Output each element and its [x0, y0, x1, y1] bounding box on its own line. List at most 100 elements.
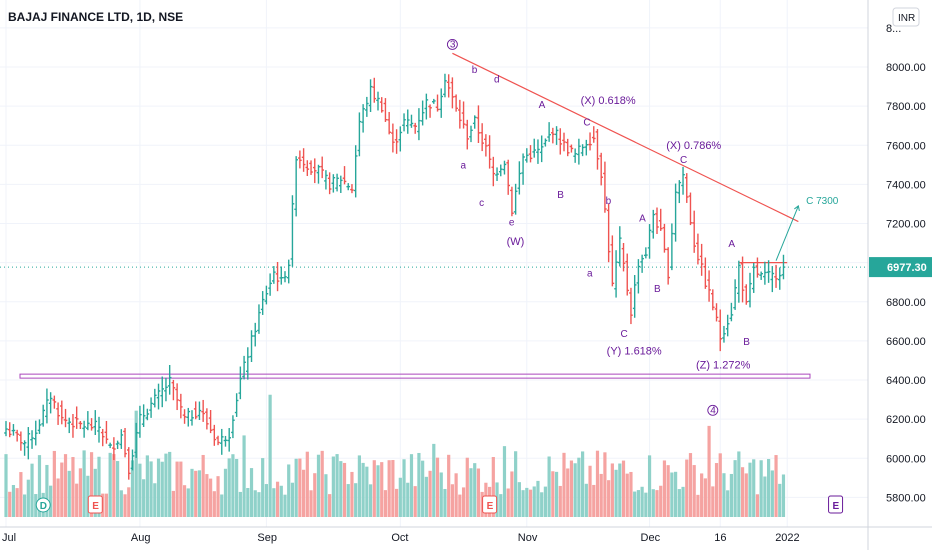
volume-bar — [406, 482, 410, 517]
volume-bar — [164, 453, 168, 517]
volume-bar — [532, 486, 536, 517]
volume-bar — [781, 474, 786, 517]
volume-bar — [469, 468, 473, 517]
volume-bar — [759, 460, 763, 517]
volume-bar — [618, 463, 622, 517]
volume-bar — [350, 471, 354, 517]
target-arrow-head — [794, 205, 800, 212]
volume-bar — [439, 472, 443, 517]
y-tick-label: 7800.00 — [886, 101, 926, 113]
volume-bar — [257, 492, 261, 517]
volume-bar — [383, 490, 388, 517]
volume-bar — [324, 474, 328, 517]
volume-bar — [614, 469, 618, 517]
volume-bar — [517, 482, 521, 517]
volume-bar — [153, 483, 157, 517]
volume-bar — [659, 485, 663, 517]
trend-lines — [452, 52, 800, 261]
wave-label: C — [680, 155, 687, 166]
volume-bar — [744, 473, 748, 517]
volume-bar — [138, 463, 142, 517]
volume-bar — [223, 468, 228, 517]
volume-bar — [15, 488, 19, 517]
volume-bar — [365, 466, 369, 517]
volume-bar — [737, 451, 741, 517]
volume-bar — [339, 461, 343, 517]
volume-bar — [357, 455, 361, 517]
volume-bar — [450, 484, 454, 517]
volume-bar — [209, 478, 213, 517]
y-tick-label: 7400.00 — [886, 179, 926, 191]
volume-bar — [592, 484, 596, 517]
wave-label: C — [583, 118, 590, 129]
volume-bar — [398, 477, 402, 517]
volume-bar — [677, 489, 681, 517]
volume-bar — [651, 489, 655, 517]
volume-bar — [272, 488, 276, 517]
last-price-text: 6977.30 — [887, 262, 927, 274]
volume-bar — [510, 471, 514, 517]
last-price-tag — [869, 257, 932, 278]
volume-bar — [182, 485, 187, 517]
volume-bar — [335, 454, 339, 517]
ohlc-bars — [4, 73, 786, 480]
volume-bar — [168, 451, 172, 517]
volume-bar — [558, 485, 562, 517]
ratio-label: (Y) 1.618% — [607, 346, 662, 358]
volume-bar — [342, 462, 347, 517]
volume-bar — [748, 462, 752, 517]
volume-bar — [231, 454, 235, 517]
volume-bar — [283, 494, 287, 517]
volume-bar — [714, 463, 719, 517]
volume-bar — [261, 458, 265, 517]
volume-bar — [629, 471, 633, 517]
volume-bar — [447, 454, 451, 517]
volume-bar — [767, 459, 771, 517]
volume-bar — [595, 450, 600, 517]
volume-bar — [692, 465, 696, 517]
volume-bar — [93, 468, 97, 517]
volume-bar — [625, 473, 629, 517]
volume-bar — [573, 463, 577, 517]
volume-bar — [670, 472, 674, 517]
volume-bar — [740, 467, 745, 517]
earnings-badge-text: E — [487, 501, 494, 512]
y-tick-label: 5800.00 — [886, 492, 926, 504]
volume-bar — [19, 472, 23, 517]
earnings-badge — [828, 495, 844, 514]
volume-bar — [242, 435, 246, 517]
volume-bar — [726, 490, 730, 517]
volume-bar — [700, 473, 704, 517]
volume-bar — [186, 488, 190, 517]
volume-bar — [521, 490, 525, 517]
volume-bar — [320, 450, 324, 517]
chart-title: BAJAJ FINANCE LTD, 1D, NSE — [8, 10, 183, 24]
volume-bar — [52, 450, 56, 517]
volume-bar — [305, 451, 309, 517]
dividend-badge-text: D — [40, 501, 47, 512]
earnings-badge — [482, 495, 498, 514]
volume-bar — [238, 491, 242, 517]
wave-label: 4 — [710, 405, 716, 416]
wave-label: C — [621, 329, 628, 340]
volume-bar — [688, 453, 693, 517]
trend-line — [452, 52, 799, 223]
earnings-badge-text: E — [833, 501, 840, 512]
ratio-label: (Z) 1.272% — [696, 359, 751, 371]
volume-bar — [685, 459, 689, 517]
volume-bar — [63, 454, 68, 517]
volume-bar — [67, 470, 71, 517]
volume-bar — [11, 485, 16, 517]
volume-bar — [763, 476, 767, 517]
volume-bar — [220, 494, 224, 517]
volume-bar — [707, 425, 711, 517]
volume-bar — [454, 473, 458, 517]
x-tick-label: Oct — [391, 532, 408, 544]
volume-bar — [119, 490, 123, 517]
volume-bar — [506, 488, 510, 517]
volume-bar — [640, 486, 644, 517]
x-tick-label: 2022 — [775, 532, 799, 544]
volume-bar — [302, 469, 306, 517]
